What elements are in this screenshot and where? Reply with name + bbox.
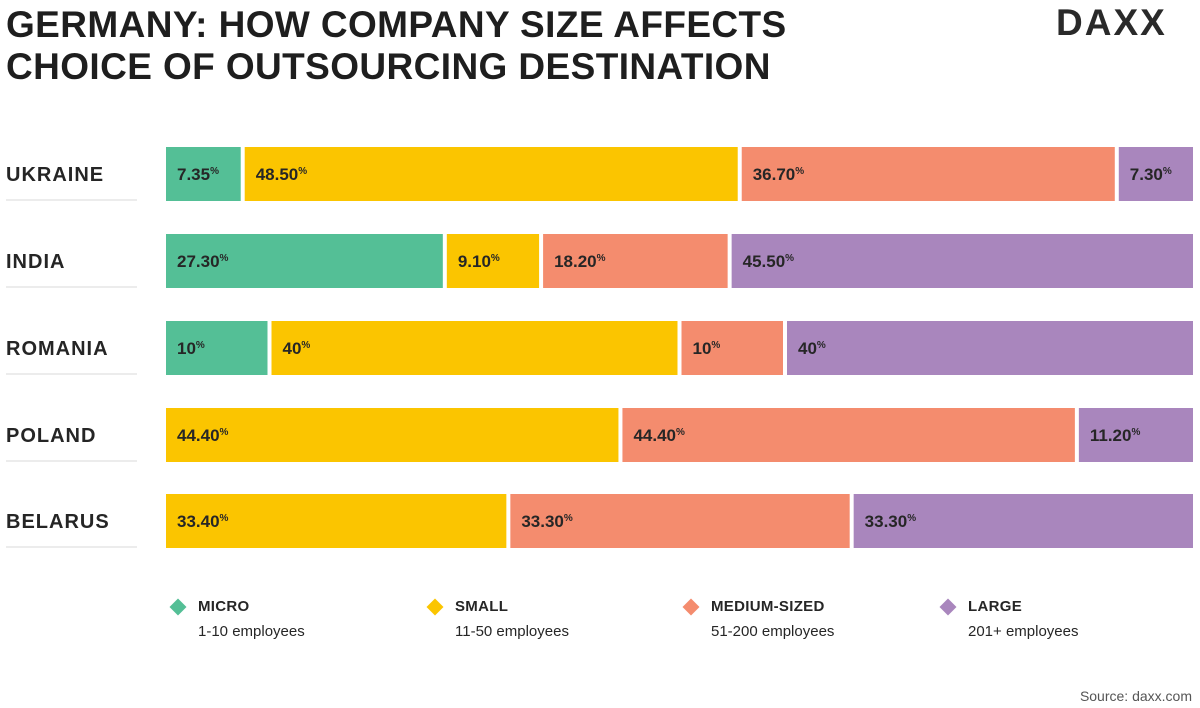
bar-belarus-small: [166, 494, 507, 548]
bar-romania-large: [787, 321, 1193, 375]
legend-name: MICRO: [198, 598, 250, 615]
legend-name: SMALL: [455, 598, 509, 615]
bar-poland-medium-sized: [622, 408, 1075, 462]
bar-romania-micro: [166, 321, 268, 375]
title-line-2: CHOICE OF OUTSOURCING DESTINATION: [6, 46, 771, 87]
legend-swatch-large: [939, 598, 957, 616]
bar-ukraine-large: [1118, 147, 1193, 201]
bar-belarus-medium-sized: [510, 494, 850, 548]
row-label-belarus: BELARUS: [6, 511, 110, 533]
bar-india-micro: [166, 234, 443, 288]
bar-ukraine-medium-sized: [741, 147, 1115, 201]
bar-ukraine-micro: [166, 147, 241, 201]
legend-description: 51-200 employees: [711, 623, 835, 640]
legend-name: LARGE: [968, 598, 1022, 615]
bar-india-large: [731, 234, 1193, 288]
bar-ukraine-small: [244, 147, 738, 201]
row-label-ukraine: UKRAINE: [6, 164, 104, 186]
data-label-india-small: 9.10%: [458, 252, 500, 271]
daxx-logo: DAXX: [1056, 2, 1167, 43]
bar-india-small: [446, 234, 540, 288]
data-label-poland-small: 44.40%: [177, 426, 229, 445]
source-note: Source: daxx.com: [1079, 688, 1192, 704]
data-label-poland-large: 11.20%: [1090, 426, 1141, 445]
bar-india-medium-sized: [543, 234, 728, 288]
row-label-romania: ROMANIA: [6, 338, 109, 360]
bar-belarus-large: [853, 494, 1193, 548]
row-label-india: INDIA: [6, 251, 65, 273]
data-label-ukraine-medium-sized: 36.70%: [753, 165, 805, 184]
legend-name: MEDIUM-SIZED: [711, 598, 825, 615]
legend-description: 201+ employees: [968, 623, 1079, 640]
legend-description: 1-10 employees: [198, 623, 305, 640]
chart-title: GERMANY: HOW COMPANY SIZE AFFECTS CHOICE…: [6, 4, 966, 88]
data-label-india-large: 45.50%: [743, 252, 795, 271]
bar-romania-small: [271, 321, 678, 375]
data-label-poland-medium-sized: 44.40%: [633, 426, 685, 445]
legend-swatch-medium-sized: [682, 598, 700, 616]
data-label-ukraine-large: 7.30%: [1130, 165, 1172, 184]
bar-romania-medium-sized: [681, 321, 783, 375]
data-label-ukraine-small: 48.50%: [256, 165, 308, 184]
data-label-belarus-large: 33.30%: [865, 512, 917, 531]
data-label-ukraine-micro: 7.35%: [177, 165, 219, 184]
legend-swatch-micro: [169, 598, 187, 616]
data-label-india-medium-sized: 18.20%: [554, 252, 606, 271]
legend-description: 11-50 employees: [455, 623, 569, 640]
data-label-belarus-medium-sized: 33.30%: [521, 512, 573, 531]
legend-swatch-small: [426, 598, 444, 616]
bar-poland-small: [166, 408, 619, 462]
data-label-belarus-small: 33.40%: [177, 512, 229, 531]
legend: MICRO 1-10 employees SMALL 11-50 employees M…: [168, 596, 1168, 646]
title-line-1: GERMANY: HOW COMPANY SIZE AFFECTS: [6, 4, 787, 45]
bar-poland-large: [1078, 408, 1193, 462]
data-label-india-micro: 27.30%: [177, 252, 229, 271]
stacked-bar-chart: UKRAINE 7.35% 48.50% 36.70% 7.30% INDIA 27.30%…: [6, 147, 1193, 548]
row-label-poland: POLAND: [6, 425, 96, 447]
